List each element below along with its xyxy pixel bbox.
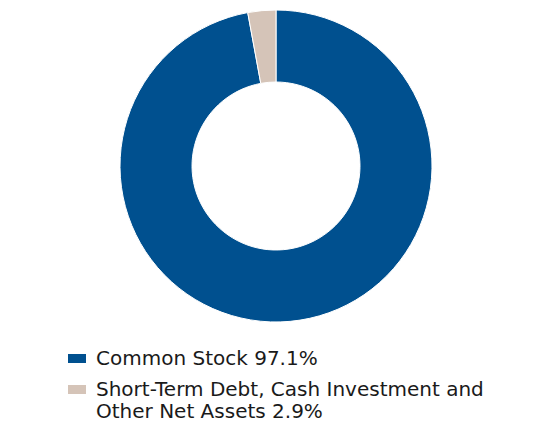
legend-entry: Short-Term Debt, Cash Investment and Oth… bbox=[96, 378, 536, 422]
legend-value: 97.1% bbox=[254, 346, 318, 370]
slice bbox=[248, 10, 276, 83]
legend-swatch bbox=[68, 354, 86, 363]
legend-label: Common Stock bbox=[96, 346, 248, 370]
legend-value: 2.9% bbox=[272, 399, 323, 423]
slices bbox=[120, 10, 432, 322]
slice bbox=[120, 10, 432, 322]
legend-entry: Common Stock 97.1% bbox=[96, 347, 536, 369]
legend-swatch bbox=[68, 385, 86, 394]
